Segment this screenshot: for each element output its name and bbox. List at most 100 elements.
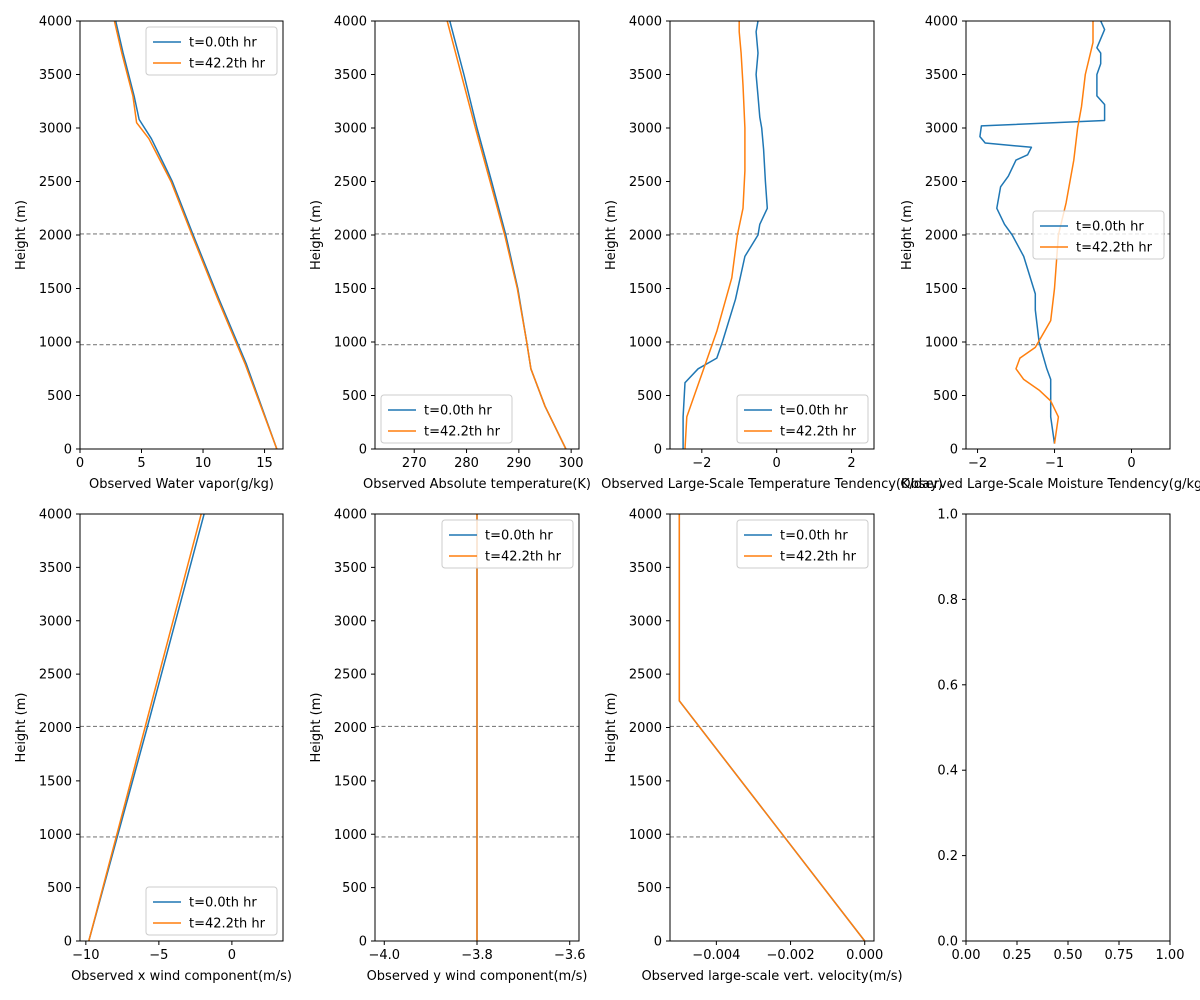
y-tick-label: 1000 [334,828,367,843]
y-tick-label: 500 [637,389,662,404]
series-line-2 [1015,21,1094,444]
series-line-1 [678,514,866,941]
legend-label-1: t=0.0th hr [780,404,848,419]
y-tick-label: 3000 [39,122,72,137]
y-tick-label: 2000 [39,721,72,736]
y-tick-label: 2000 [334,721,367,736]
x-axis-label: Observed x wind component(m/s) [71,969,292,984]
y-axis-label: Height (m) [14,200,29,270]
y-tick-label: 0 [359,443,367,458]
y-tick-label: 0.2 [937,849,958,864]
y-axis-label: Height (m) [14,693,29,763]
subplot-7: −0.004 −0.002 0.000 0 500 1000 1500 2000 2500 300… [604,508,903,985]
y-tick-label: 3000 [629,122,662,137]
y-tick-label: 2500 [334,668,367,683]
legend-label-2: t=42.2th hr [1076,241,1153,256]
y-tick-label: 1000 [39,828,72,843]
x-tick-label: 10 [195,456,212,471]
series-line-2 [88,514,202,941]
legend: t=0.0th hr t=42.2th hr [145,886,278,936]
x-tick-label: −3.8 [461,948,493,963]
legend-label-1: t=0.0th hr [485,529,553,544]
y-tick-label: 1500 [334,774,367,789]
x-tick-label: 2 [847,456,855,471]
subplot-1: 0 5 10 15 0 500 1000 1500 2000 2500 3000 3500 4000 Ob… [14,15,284,492]
series-line-1 [449,21,567,449]
y-tick-label: 4000 [334,15,367,30]
x-tick-label: 0 [76,456,84,471]
x-tick-label: −5 [149,948,168,963]
x-tick-label: 0.25 [1003,948,1032,963]
series-line-1 [682,21,769,449]
x-tick-label: 15 [256,456,273,471]
y-tick-label: 0 [359,935,367,950]
legend: t=0.0th hr t=42.2th hr [380,394,513,444]
subplot-4: −2 −1 0 0 500 1000 1500 2000 2500 3000 3500 4000 Obs… [900,15,1200,493]
y-tick-label: 3500 [334,561,367,576]
x-tick-label: 0 [1127,456,1135,471]
y-tick-label: 0.4 [937,764,958,779]
series-line-2 [678,514,866,941]
y-tick-label: 2500 [629,175,662,190]
y-tick-label: 0 [654,443,662,458]
x-tick-label: −1 [1045,456,1064,471]
y-tick-label: 4000 [334,508,367,523]
y-tick-label: 500 [933,389,958,404]
subplot-3: −2 0 2 0 500 1000 1500 2000 2500 3000 3500 4000 Obse… [601,15,943,493]
legend-label-1: t=0.0th hr [189,896,257,911]
x-axis-label: Observed Large-Scale Temperature Tendenc… [601,477,943,492]
y-tick-label: 1000 [629,336,662,351]
y-tick-label: 4000 [39,508,72,523]
x-tick-label: −0.004 [692,948,740,963]
y-tick-label: 500 [637,881,662,896]
y-tick-label: 0 [950,443,958,458]
x-tick-label: −4.0 [368,948,400,963]
y-tick-label: 3500 [629,561,662,576]
y-tick-label: 2500 [925,175,958,190]
y-tick-label: 4000 [39,15,72,30]
legend: t=0.0th hr t=42.2th hr [145,26,278,76]
y-tick-label: 4000 [925,15,958,30]
y-tick-label: 1500 [629,774,662,789]
y-tick-label: 0.8 [937,593,958,608]
legend-label-2: t=42.2th hr [424,425,501,440]
y-tick-label: 0 [64,935,72,950]
axes-frame [79,513,284,942]
legend: t=0.0th hr t=42.2th hr [441,519,574,569]
y-axis-label: Height (m) [604,693,619,763]
y-tick-label: 1500 [39,774,72,789]
y-tick-label: 1.0 [937,508,958,523]
x-tick-label: −3.6 [554,948,586,963]
y-tick-label: 3000 [925,122,958,137]
y-axis-label: Height (m) [309,693,324,763]
y-tick-label: 3000 [334,614,367,629]
y-tick-label: 2000 [629,721,662,736]
series-line-2 [113,21,278,449]
legend-label-1: t=0.0th hr [780,529,848,544]
y-tick-label: 4000 [629,15,662,30]
series-line-1 [114,21,278,449]
legend-label-1: t=0.0th hr [424,404,492,419]
y-tick-label: 1000 [925,336,958,351]
x-axis-label: Observed large-scale vert. velocity(m/s) [641,969,902,984]
legend: t=0.0th hr t=42.2th hr [736,394,869,444]
y-tick-label: 1500 [629,282,662,297]
y-tick-label: 0 [64,443,72,458]
y-tick-label: 1500 [334,282,367,297]
y-tick-label: 2500 [39,175,72,190]
series-line-2 [446,21,567,449]
y-tick-label: 3500 [39,68,72,83]
series-line-2 [684,21,746,449]
y-tick-label: 1000 [39,336,72,351]
x-tick-label: 0 [773,456,781,471]
x-tick-label: 1.00 [1156,948,1185,963]
y-tick-label: 0.0 [937,935,958,950]
x-tick-label: −10 [72,948,99,963]
axes-frame [965,513,1171,942]
x-tick-label: 0.75 [1105,948,1134,963]
y-axis-label: Height (m) [900,200,915,270]
subplot-6: −4.0 −3.8 −3.6 0 500 1000 1500 2000 2500 3000 3500… [309,508,587,985]
legend-label-2: t=42.2th hr [485,550,562,565]
subplot-5: −10 −5 0 0 500 1000 1500 2000 2500 3000 3500 4000 Ob… [14,508,292,985]
